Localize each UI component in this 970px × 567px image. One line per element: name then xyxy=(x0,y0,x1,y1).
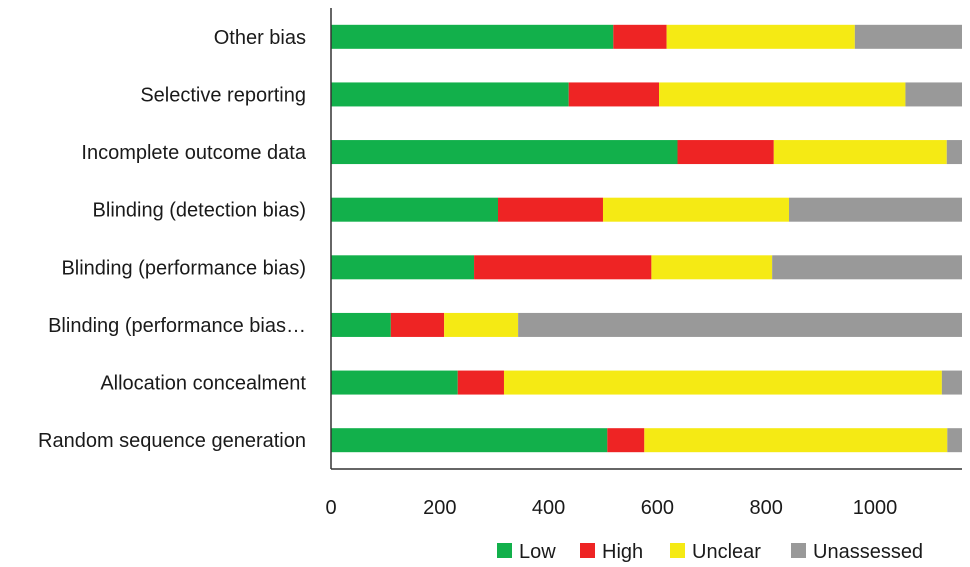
legend-swatch-unclear xyxy=(670,543,685,558)
legend-label-high: High xyxy=(602,541,643,563)
category-label: Other bias xyxy=(214,27,306,49)
category-label: Incomplete outcome data xyxy=(81,142,306,164)
bar-segment-low xyxy=(331,198,498,222)
category-labels: Other bias Selective reporting Incomplete … xyxy=(38,27,307,452)
bar-segment-unassessed xyxy=(518,313,962,337)
bar-segment-high xyxy=(678,140,774,164)
x-tick-label: 800 xyxy=(749,497,782,519)
bar-segment-unassessed xyxy=(772,255,962,279)
legend-label-unassessed: Unassessed xyxy=(813,541,923,563)
axes xyxy=(331,8,962,469)
bar-segment-low xyxy=(331,428,607,452)
bar-segment-low xyxy=(331,25,613,49)
x-tick-labels: 0 200 400 600 800 1000 xyxy=(325,497,897,519)
bar-segment-high xyxy=(613,25,666,49)
bar-segment-unassessed xyxy=(789,198,962,222)
bar-segment-unclear xyxy=(644,428,947,452)
legend-swatch-unassessed xyxy=(791,543,806,558)
bar-segment-low xyxy=(331,313,391,337)
legend: Low High Unclear Unassessed xyxy=(497,541,923,563)
x-tick-label: 200 xyxy=(423,497,456,519)
bars-layer xyxy=(331,25,962,452)
bar-segment-high xyxy=(458,371,504,395)
x-tick-label: 400 xyxy=(532,497,565,519)
category-label: Allocation concealment xyxy=(100,373,306,395)
bar-segment-unclear xyxy=(667,25,855,49)
x-tick-label: 1000 xyxy=(853,497,898,519)
category-label: Blinding (performance bias) xyxy=(61,257,306,279)
bar-segment-high xyxy=(569,82,659,106)
bar-segment-high xyxy=(391,313,444,337)
legend-label-unclear: Unclear xyxy=(692,541,761,563)
category-label: Selective reporting xyxy=(140,84,306,106)
category-label: Blinding (performance bias… xyxy=(48,315,306,337)
bar-segment-low xyxy=(331,371,458,395)
bar-segment-unassessed xyxy=(947,140,962,164)
legend-swatch-low xyxy=(497,543,512,558)
category-label: Blinding (detection bias) xyxy=(93,200,306,222)
bar-segment-unclear xyxy=(504,371,942,395)
x-tick-label: 0 xyxy=(325,497,336,519)
bar-segment-unassessed xyxy=(855,25,962,49)
bar-segment-low xyxy=(331,255,474,279)
bar-segment-low xyxy=(331,82,569,106)
bar-segment-unassessed xyxy=(905,82,962,106)
bar-segment-unclear xyxy=(444,313,518,337)
bar-segment-unclear xyxy=(659,82,905,106)
bar-segment-high xyxy=(607,428,644,452)
category-label: Random sequence generation xyxy=(38,430,306,452)
bar-segment-unclear xyxy=(603,198,789,222)
bar-segment-low xyxy=(331,140,678,164)
bar-segment-unclear xyxy=(774,140,947,164)
bar-segment-unassessed xyxy=(947,428,962,452)
bar-segment-unclear xyxy=(651,255,772,279)
bar-segment-high xyxy=(474,255,651,279)
legend-swatch-high xyxy=(580,543,595,558)
bar-segment-unassessed xyxy=(942,371,962,395)
bar-segment-high xyxy=(498,198,603,222)
x-tick-label: 600 xyxy=(641,497,674,519)
legend-label-low: Low xyxy=(519,541,556,563)
